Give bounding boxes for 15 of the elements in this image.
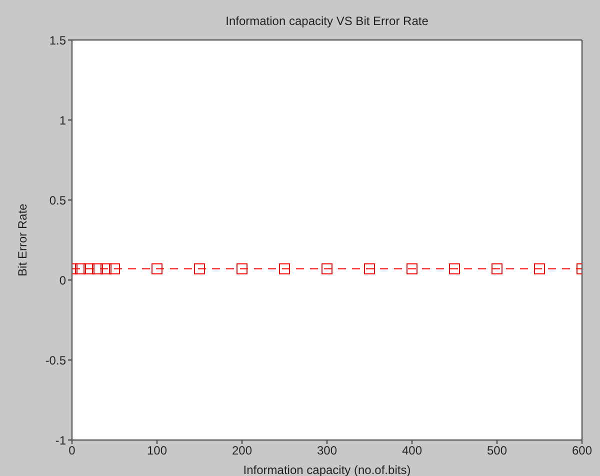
y-tick-label: 0 bbox=[59, 273, 66, 288]
x-tick-label: 100 bbox=[146, 444, 168, 458]
x-tick-label: 300 bbox=[316, 444, 338, 458]
x-tick-label: 500 bbox=[486, 444, 508, 458]
y-tick-label: 0.5 bbox=[49, 193, 66, 208]
y-axis-title: Bit Error Rate bbox=[15, 203, 30, 276]
y-tick-label: -0.5 bbox=[45, 353, 66, 368]
x-tick-label: 400 bbox=[402, 444, 422, 458]
x-tick-label: 600 bbox=[572, 444, 592, 458]
y-tick-label: 1 bbox=[59, 113, 66, 128]
y-tick-label: 1.5 bbox=[49, 33, 66, 48]
chart-title: Information capacity VS Bit Error Rate bbox=[224, 14, 430, 28]
y-tick-label: -1 bbox=[55, 433, 66, 448]
x-tick-label: 200 bbox=[232, 444, 252, 458]
x-tick-label: 0 bbox=[68, 444, 76, 458]
